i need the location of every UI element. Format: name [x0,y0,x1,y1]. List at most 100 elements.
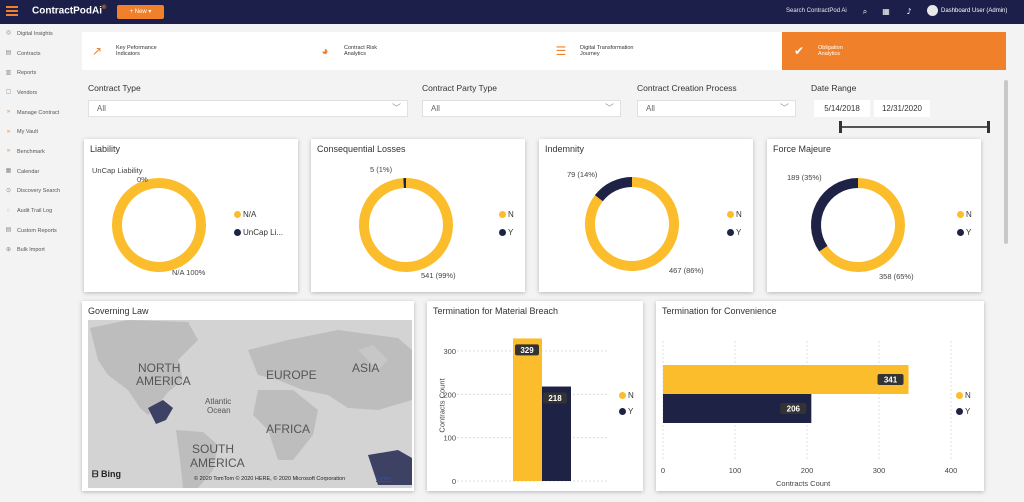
data-label-bg [780,403,807,414]
indemnity-donut[interactable] [539,139,753,292]
bar-n[interactable] [513,338,542,481]
import-icon: ⊕ [5,246,12,253]
x-tick-label: 400 [945,466,958,475]
user-menu[interactable]: Dashboard User (Admin) [927,5,1007,16]
legend-item[interactable]: Y [619,407,633,416]
label-y: 189 (35%) [787,173,822,182]
bar-n[interactable] [663,365,909,394]
creation-process-select[interactable]: All ﹀ [637,100,796,117]
creation-process-label: Contract Creation Process [637,83,737,93]
tab-contract-risk-analytics[interactable]: ◕ Contract Risk Analytics [318,32,536,70]
start-date-input[interactable]: 5/14/2018 [814,100,870,117]
sidebar-item-reports[interactable]: ▥ Reports [0,63,78,83]
legend-item[interactable]: N [619,391,634,400]
party-type-select[interactable]: All ﹀ [422,100,621,117]
x-tick-label: 0 [661,466,665,475]
sidebar-item-label: Contracts [17,50,41,57]
termination-breach-chart[interactable]: 0 100 200 300 329 218 [427,301,643,491]
date-range-slider[interactable] [836,120,994,134]
contract-type-select[interactable]: All ﹀ [88,100,408,117]
search-input[interactable]: Search ContractPod Ai [786,8,847,14]
double-chevron-icon: » [6,109,11,116]
legend-dot [499,229,506,236]
slice-n[interactable] [359,178,453,272]
y-axis-label: Contracts Count [437,378,447,433]
sidebar-item-bulk-import[interactable]: ⊕ Bulk Import [0,241,78,261]
sidebar-item-calendar[interactable]: ▦ Calendar [0,162,78,182]
double-chevron-icon: » [6,128,11,135]
app-logo[interactable]: ContractPodAi® [32,5,107,17]
map-label-ocean: Ocean [207,406,231,415]
top-bar: ContractPodAi® + New ▾ Search ContractPo… [0,0,1024,24]
tab-digital-transformation-journey[interactable]: ☰ Digital Transformation Journey [555,44,634,58]
slice-n-a[interactable] [112,178,206,272]
document-icon: ▤ [5,50,12,57]
page-scrollbar[interactable] [1004,80,1008,244]
map-copyright: © 2020 TomTom © 2020 HERE, © 2020 Micros… [194,476,346,482]
card-title: Indemnity [545,144,585,154]
legend-item[interactable]: N [956,391,971,400]
legend-item[interactable]: N [727,210,742,219]
slice-n[interactable] [819,178,905,272]
sidebar-item-manage-contract[interactable]: » Manage Contract [0,103,78,123]
legend-item[interactable]: Y [499,228,513,237]
tab-obligation-analytics[interactable]: ✔ Obligation Analytics [782,32,1006,70]
map-landmasses [90,320,412,488]
legend-item[interactable]: Y [727,228,741,237]
governing-law-card: Governing Law NORTH AMERICA EUROPE ASIA … [82,301,414,491]
legend-dot [957,229,964,236]
slider-handle-start[interactable] [839,121,842,133]
consequential-donut[interactable] [311,139,525,292]
legend-item[interactable]: N [499,210,514,219]
sidebar-item-digital-insights[interactable]: ◎ Digital Insights [0,24,78,44]
avatar [927,5,938,16]
menu-icon[interactable] [6,6,18,16]
sidebar-item-label: Digital Insights [17,30,53,37]
sidebar-item-benchmark[interactable]: » Benchmark [0,142,78,162]
grid-icon[interactable]: ▦ [882,7,890,16]
liability-donut[interactable] [84,139,298,292]
bell-icon[interactable]: ♪ [906,7,912,16]
new-button[interactable]: + New ▾ [117,5,164,19]
card-title: Termination for Material Breach [433,306,559,316]
end-date-input[interactable]: 12/31/2020 [874,100,930,117]
map-label-europe: EUROPE [266,368,317,382]
slice-n[interactable] [585,177,679,271]
legend-item[interactable]: N [957,210,972,219]
sidebar-item-contracts[interactable]: ▤ Contracts [0,44,78,64]
force-majeure-donut[interactable] [767,139,981,292]
legend-item[interactable]: N/A [234,210,256,219]
force-majeure-card: Force Majeure 189 (35%) 358 (65%) N Y [767,139,981,292]
slider-handle-end[interactable] [987,121,990,133]
sidebar-item-discovery-search[interactable]: ⊙ Discovery Search [0,182,78,202]
terms-link[interactable]: Terms [376,476,391,482]
sidebar-item-label: Custom Reports [17,227,57,234]
sidebar-item-audit-trail-log[interactable]: ◌ Audit Trail Log [0,201,78,221]
data-label-bg [877,374,904,385]
sidebar-item-label: My Vault [17,129,38,136]
label-uncap-pct: 0% [137,175,148,184]
sidebar-item-label: Calendar [17,168,40,175]
pie-icon: ◕ [321,44,329,58]
slice-y[interactable] [594,177,633,202]
tab-key-performance-indicators[interactable]: ↗ Key Peformance Indicators [91,44,157,58]
legend-dot [956,408,963,415]
card-title: Consequential Losses [317,144,406,154]
sidebar-item-vendors[interactable]: ▢ Vendors [0,83,78,103]
sidebar-item-custom-reports[interactable]: ▤ Custom Reports [0,221,78,241]
legend-item[interactable]: Y [957,228,971,237]
map-label-america: AMERICA [136,374,191,388]
legend-item[interactable]: UnCap Li... [234,228,283,237]
date-range-label: Date Range [811,83,857,93]
search-icon[interactable]: ⌕ [862,7,868,16]
world-map[interactable]: NORTH AMERICA EUROPE ASIA Atlantic Ocean… [88,320,412,488]
slice-y[interactable] [811,178,859,252]
chart-icon: ▥ [5,69,12,76]
y-tick-label: 0 [452,477,456,486]
termination-convenience-chart[interactable]: 0 100 200 300 400 341 206 [656,301,984,491]
legend-item[interactable]: Y [956,407,970,416]
map-label-south: SOUTH [192,442,234,456]
map-label-south-america: AMERICA [190,456,245,470]
sidebar-item-my-vault[interactable]: » My Vault [0,122,78,142]
card-title: Force Majeure [773,144,832,154]
